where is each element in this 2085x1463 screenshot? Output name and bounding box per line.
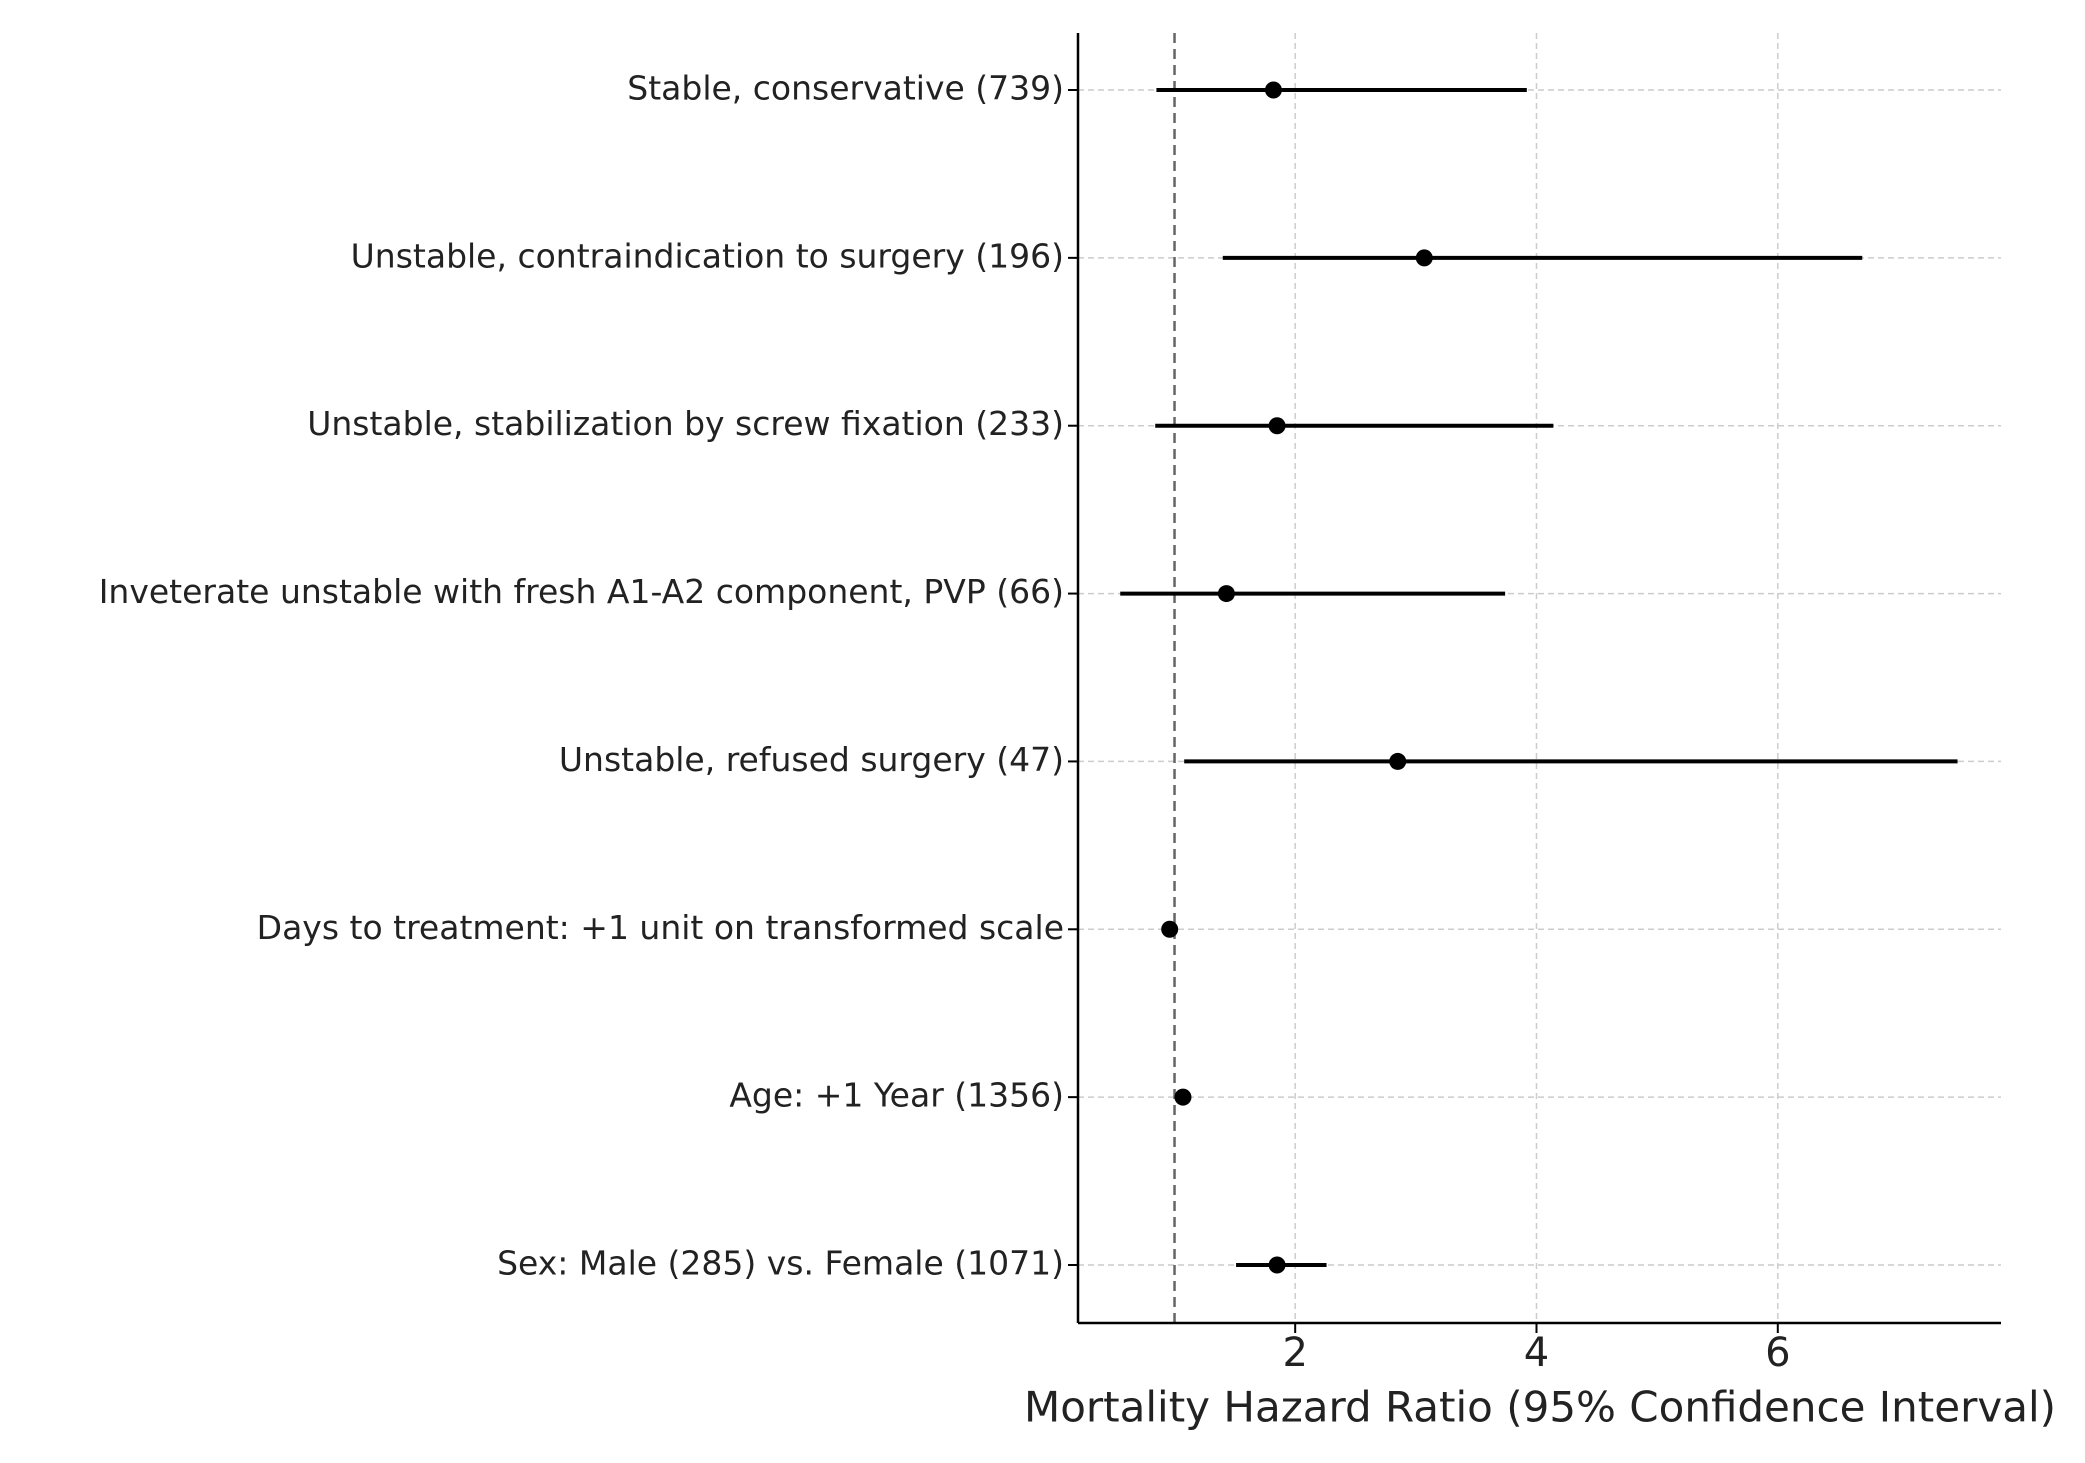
y-tick-label: Days to treatment: +1 unit on transforme… bbox=[257, 908, 1064, 947]
y-tick-label: Inveterate unstable with fresh A1-A2 com… bbox=[99, 572, 1064, 611]
y-tick-label: Unstable, refused surgery (47) bbox=[559, 740, 1064, 779]
y-tick-label: Stable, conservative (739) bbox=[627, 69, 1064, 108]
y-tick-label: Age: +1 Year (1356) bbox=[729, 1076, 1064, 1115]
point-estimate bbox=[1161, 920, 1179, 938]
y-tick-label: Unstable, stabilization by screw fixatio… bbox=[307, 404, 1064, 443]
x-axis-label: Mortality Hazard Ratio (95% Confidence I… bbox=[1024, 1383, 2056, 1432]
y-tick-label: Sex: Male (285) vs. Female (1071) bbox=[497, 1244, 1064, 1283]
y-tick-label: Unstable, contraindication to surgery (1… bbox=[351, 236, 1064, 275]
x-tick-label: 6 bbox=[1765, 1330, 1790, 1376]
x-tick-label: 2 bbox=[1282, 1330, 1307, 1376]
point-estimate bbox=[1389, 752, 1407, 770]
point-estimate bbox=[1268, 1256, 1286, 1274]
point-estimate bbox=[1217, 585, 1235, 603]
point-estimate bbox=[1264, 81, 1282, 99]
point-estimate bbox=[1174, 1088, 1192, 1106]
point-estimate bbox=[1268, 417, 1286, 435]
point-estimate bbox=[1415, 249, 1433, 267]
x-tick-label: 4 bbox=[1524, 1330, 1549, 1376]
